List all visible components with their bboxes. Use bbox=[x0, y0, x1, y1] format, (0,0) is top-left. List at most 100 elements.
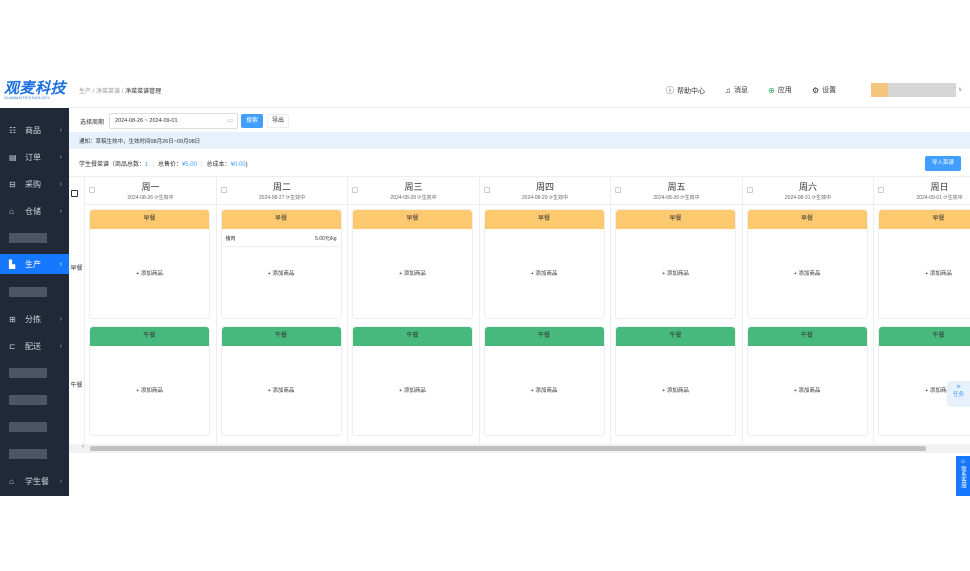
school-icon: ⌂ bbox=[9, 476, 14, 486]
day-checkbox[interactable] bbox=[89, 187, 95, 193]
truck-icon: ⊏ bbox=[9, 341, 16, 351]
search-button[interactable]: 搜索 bbox=[241, 114, 263, 128]
add-goods-button[interactable]: + 添加商品 bbox=[793, 388, 821, 394]
day-checkbox[interactable] bbox=[220, 187, 227, 193]
weekday-label: 周日 bbox=[930, 182, 949, 192]
row-label-lunch: 午餐 bbox=[70, 383, 83, 389]
add-goods-button[interactable]: + 添加商品 bbox=[662, 388, 689, 394]
sidebar-item-production[interactable]: ▙ 生产 › bbox=[0, 254, 69, 274]
breakfast-card: 早餐 + 添加商品 bbox=[746, 209, 868, 319]
sidebar-item-blurred[interactable] bbox=[0, 390, 69, 410]
chevron-down-icon[interactable]: ∨ bbox=[958, 87, 963, 93]
add-goods-button[interactable]: + 添加商品 bbox=[267, 388, 295, 394]
status-badge: 生效中 bbox=[684, 195, 700, 201]
add-goods-button[interactable]: + 添加商品 bbox=[136, 388, 163, 394]
day-checkbox[interactable] bbox=[483, 187, 490, 193]
day-checkbox[interactable] bbox=[746, 187, 753, 193]
weekly-menu-grid: 早餐 午餐 周一 2024-08-26 ⟳生效中 早餐 + 添加商品 午餐 + 添加商品周… bbox=[69, 176, 970, 445]
cost-value: ¥0.00 bbox=[230, 162, 246, 168]
lunch-card: 午餐 + 添加商品 bbox=[352, 326, 473, 436]
refresh-icon: ⟳ bbox=[548, 195, 554, 201]
blurred-label bbox=[9, 233, 47, 243]
blurred-label bbox=[9, 449, 47, 459]
select-all-checkbox[interactable] bbox=[71, 190, 78, 197]
order-icon: ▤ bbox=[9, 152, 17, 162]
breadcrumb-item[interactable]: 生产 bbox=[79, 89, 92, 95]
date-range-picker[interactable]: 2024-08-26 ~ 2024-09-01 ▭ bbox=[109, 113, 238, 129]
sidebar-item-storage[interactable]: ⌂ 仓储 › bbox=[0, 201, 69, 221]
settings-link[interactable]: ⚙ 设置 bbox=[812, 85, 836, 95]
chevron-right-icon: › bbox=[59, 126, 62, 134]
horizontal-scrollbar[interactable]: ‹ bbox=[69, 444, 970, 453]
add-goods-button[interactable]: + 添加商品 bbox=[925, 271, 952, 277]
lunch-card: 午餐 + 添加商品 bbox=[220, 326, 342, 436]
day-header: 周二 2024-08-27 ⟳生效中 bbox=[216, 177, 348, 205]
chevron-right-icon: › bbox=[59, 180, 62, 188]
sidebar: 观麦科技 GUANMAITECHNOLOGY ☷ 商品 › ▤ 订单 › ⊟ 采… bbox=[0, 72, 69, 496]
customer-service-button[interactable]: ☺ 联系客服 bbox=[956, 456, 970, 496]
chevron-right-icon: › bbox=[59, 315, 62, 323]
sidebar-item-student-meal[interactable]: ⌂ 学生餐 › bbox=[0, 471, 69, 491]
logo-subtext: GUANMAITECHNOLOGY bbox=[4, 96, 50, 100]
sidebar-item-blurred[interactable] bbox=[0, 228, 69, 248]
day-checkbox[interactable] bbox=[352, 187, 358, 193]
day-date-status: 2024-08-29 ⟳生效中 bbox=[480, 194, 611, 201]
messages-link[interactable]: ♫ 消息 bbox=[725, 85, 748, 95]
sidebar-item-orders[interactable]: ▤ 订单 › bbox=[0, 147, 69, 167]
add-goods-button[interactable]: + 添加商品 bbox=[793, 271, 821, 277]
sidebar-item-blurred[interactable] bbox=[0, 363, 69, 383]
breakfast-card: 早餐 + 添加商品 bbox=[615, 209, 736, 319]
scroll-left-icon[interactable]: ‹ bbox=[82, 444, 84, 450]
lunch-card-title: 午餐 bbox=[747, 327, 867, 346]
user-avatar[interactable] bbox=[871, 83, 956, 97]
breadcrumb: 生产 / 净菜菜谱 / 净菜菜谱管理 bbox=[79, 89, 162, 95]
blurred-label bbox=[9, 395, 47, 405]
chevron-right-icon: › bbox=[59, 153, 62, 161]
sidebar-item-blurred[interactable] bbox=[0, 444, 69, 464]
sidebar-item-sorting[interactable]: ⊞ 分拣 › bbox=[0, 309, 69, 329]
add-goods-button[interactable]: + 添加商品 bbox=[399, 388, 426, 394]
apps-link[interactable]: ⊕ 应用 bbox=[768, 85, 792, 95]
gear-icon: ⚙ bbox=[812, 85, 820, 95]
day-date-status: 2024-08-27 ⟳生效中 bbox=[217, 194, 348, 201]
top-header: 生产 / 净菜菜谱 / 净菜菜谱管理 ⓘ 帮助中心 ♫ 消息 ⊕ 应用 ⚙ 设置… bbox=[69, 72, 970, 108]
sidebar-item-purchase[interactable]: ⊟ 采购 › bbox=[0, 174, 69, 194]
weekday-label: 周二 bbox=[272, 182, 291, 192]
day-checkbox[interactable] bbox=[878, 187, 884, 193]
day-header: 周六 2024-08-31 ⟳生效中 bbox=[742, 177, 874, 205]
sidebar-item-blurred[interactable] bbox=[0, 282, 69, 302]
add-goods-button[interactable]: + 添加商品 bbox=[267, 271, 295, 277]
refresh-icon: ⟳ bbox=[943, 195, 948, 201]
sidebar-item-label: 订单 bbox=[25, 152, 41, 162]
add-goods-button[interactable]: + 添加商品 bbox=[530, 271, 558, 277]
sidebar-item-goods[interactable]: ☷ 商品 › bbox=[0, 120, 69, 140]
day-date: 2024-09-01 bbox=[916, 195, 942, 201]
scrollbar-thumb[interactable] bbox=[90, 446, 926, 451]
day-checkbox[interactable] bbox=[615, 187, 621, 193]
add-goods-button[interactable]: + 添加商品 bbox=[530, 388, 558, 394]
day-header: 周三 2024-08-28 ⟳生效中 bbox=[348, 177, 479, 205]
task-float-button[interactable]: ≋ 任务 bbox=[947, 381, 970, 407]
add-goods-button[interactable]: + 添加商品 bbox=[662, 271, 689, 277]
refresh-icon: ⟳ bbox=[154, 195, 159, 201]
menu-item-price: 5.00元/kg bbox=[315, 236, 337, 242]
menu-item[interactable]: 猪肉 5.00元/kg bbox=[221, 229, 341, 247]
sidebar-item-delivery[interactable]: ⊏ 配送 › bbox=[0, 336, 69, 356]
day-date-status: 2024-08-28 ⟳生效中 bbox=[348, 194, 479, 201]
export-button[interactable]: 导出 bbox=[267, 114, 289, 128]
sidebar-item-blurred[interactable] bbox=[0, 417, 69, 437]
sidebar-item-label: 商品 bbox=[25, 125, 41, 135]
help-center-link[interactable]: ⓘ 帮助中心 bbox=[666, 85, 705, 96]
add-goods-button[interactable]: + 添加商品 bbox=[136, 271, 163, 277]
add-goods-button[interactable]: + 添加商品 bbox=[925, 388, 952, 394]
blurred-label bbox=[9, 287, 47, 297]
sidebar-item-label: 采购 bbox=[25, 179, 41, 189]
logo[interactable]: 观麦科技 GUANMAITECHNOLOGY bbox=[0, 72, 69, 108]
breakfast-card: 早餐 + 添加商品 bbox=[89, 209, 210, 319]
breadcrumb-item[interactable]: 净菜菜谱 bbox=[96, 89, 121, 95]
import-menu-button[interactable]: 导入菜谱 bbox=[925, 156, 961, 171]
day-date-status: 2024-09-01 ⟳生效中 bbox=[874, 194, 970, 201]
add-goods-button[interactable]: + 添加商品 bbox=[399, 271, 426, 277]
settings-label: 设置 bbox=[822, 87, 837, 94]
row-label-breakfast: 早餐 bbox=[70, 266, 83, 272]
